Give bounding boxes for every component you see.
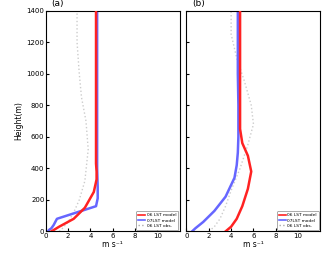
- Text: (b): (b): [192, 0, 205, 9]
- X-axis label: m s⁻¹: m s⁻¹: [102, 240, 123, 249]
- Legend: 06 LST model, 07LST model, 06 LST obs.: 06 LST model, 07LST model, 06 LST obs.: [136, 211, 179, 230]
- Text: (a): (a): [51, 0, 64, 9]
- X-axis label: m s⁻¹: m s⁻¹: [243, 240, 264, 249]
- Y-axis label: Height(m): Height(m): [15, 102, 24, 140]
- Legend: 06 LST model, 07LST model, 06 LST obs.: 06 LST model, 07LST model, 06 LST obs.: [277, 211, 319, 230]
